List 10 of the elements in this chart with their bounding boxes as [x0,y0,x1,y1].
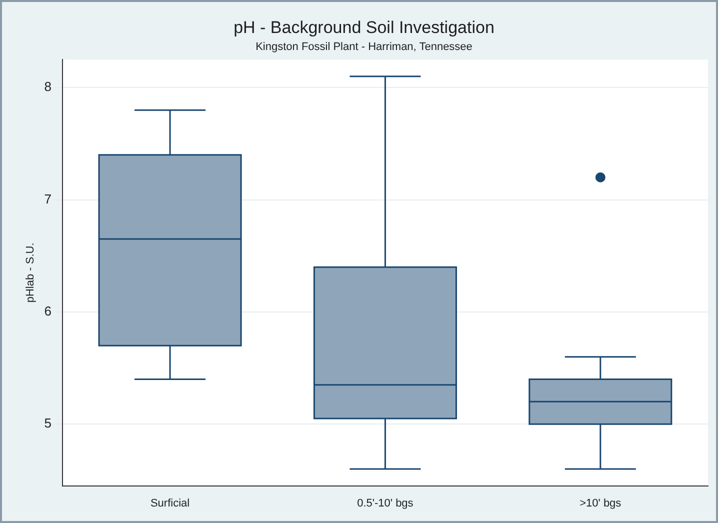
y-tick-label: 6 [44,304,52,319]
y-tick-label: 5 [44,416,52,431]
x-tick-label: Surficial [150,497,190,510]
x-tick-label: >10' bgs [580,497,622,510]
y-tick-label: 8 [44,79,52,94]
y-axis-title: pHlab - S.U. [24,242,37,303]
y-tick-label: 7 [44,191,52,206]
chart-subtitle: Kingston Fossil Plant - Harriman, Tennessee [256,41,472,54]
chart-title: pH - Background Soil Investigation [234,18,494,37]
x-tick-label: 0.5'-10' bgs [357,497,414,510]
